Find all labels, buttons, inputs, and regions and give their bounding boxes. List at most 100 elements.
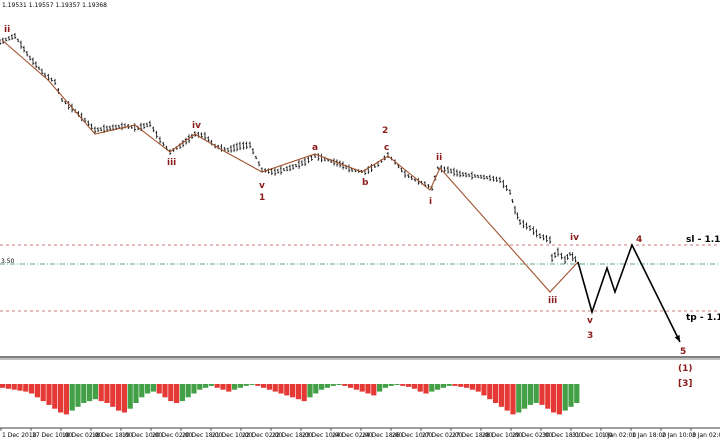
histogram-bar bbox=[498, 384, 504, 407]
wave-label-2: 2 bbox=[382, 126, 388, 136]
price-bar bbox=[413, 178, 417, 182]
x-tick-label: 26 Dec 10:00 bbox=[392, 432, 433, 439]
histogram-bar bbox=[574, 384, 580, 403]
price-bar bbox=[232, 143, 236, 153]
price-bar bbox=[310, 155, 313, 161]
price-bar bbox=[574, 256, 577, 263]
price-bar bbox=[7, 36, 11, 41]
histogram-bar bbox=[191, 384, 197, 394]
wave-label-v-minor: v bbox=[587, 316, 593, 326]
wave-label-ii: ii bbox=[436, 153, 442, 163]
price-bar bbox=[207, 136, 210, 143]
histogram-bar bbox=[522, 384, 528, 409]
histogram-bar bbox=[400, 384, 406, 386]
forecast-arrowhead bbox=[674, 335, 680, 342]
histogram-bar bbox=[406, 384, 412, 387]
price-bar bbox=[282, 168, 286, 172]
histogram-bar bbox=[168, 384, 174, 402]
price-bar bbox=[452, 167, 456, 177]
price-bar bbox=[492, 175, 495, 182]
price-bar bbox=[99, 127, 103, 132]
x-tick-label: 19 Dec 10:00 bbox=[122, 432, 163, 439]
histogram-bar bbox=[307, 384, 313, 398]
x-tick-label: 27 Dec 02:00 bbox=[422, 432, 463, 439]
x-tick-label: 29 Dec 02:00 bbox=[512, 432, 553, 439]
histogram-bar bbox=[382, 384, 388, 388]
wave-label-3: 3 bbox=[587, 331, 593, 341]
wave-count-lines bbox=[1, 39, 579, 293]
histogram-bar bbox=[133, 384, 139, 403]
price-bar bbox=[19, 40, 23, 49]
price-bar bbox=[223, 147, 226, 151]
price-bar bbox=[0, 39, 2, 45]
price-bar bbox=[455, 169, 459, 177]
price-bar bbox=[105, 125, 109, 132]
histogram-bar bbox=[179, 384, 185, 402]
price-bar bbox=[200, 132, 203, 139]
histogram-bar bbox=[214, 384, 220, 388]
histogram-bar bbox=[313, 384, 319, 394]
price-bar bbox=[502, 179, 505, 189]
histogram-bar bbox=[174, 384, 180, 403]
histogram-bar bbox=[127, 384, 133, 409]
x-tick-label: 27 Dec 18:00 bbox=[452, 432, 493, 439]
x-tick-label: 22 Dec 18:00 bbox=[272, 432, 313, 439]
histogram-bar bbox=[475, 384, 481, 392]
histogram-bar bbox=[110, 384, 116, 407]
price-bar bbox=[553, 251, 557, 259]
x-tick-label: 18 Dec 18:00 bbox=[92, 432, 133, 439]
price-bar bbox=[400, 167, 403, 173]
histogram-bar bbox=[493, 384, 499, 403]
histogram-bar bbox=[145, 384, 151, 394]
price-bar bbox=[37, 66, 41, 70]
price-bar bbox=[410, 176, 413, 180]
histogram-bar bbox=[353, 384, 359, 390]
wave-label-1: 1 bbox=[259, 193, 265, 203]
histogram-bar bbox=[533, 384, 539, 403]
price-bar bbox=[25, 50, 29, 57]
histogram-bar bbox=[487, 384, 493, 400]
price-bar bbox=[162, 142, 165, 146]
price-bar bbox=[535, 229, 538, 238]
price-bar bbox=[461, 172, 465, 177]
price-bar bbox=[550, 253, 554, 263]
price-bar bbox=[407, 174, 410, 178]
wave-label-i: i bbox=[429, 197, 432, 207]
price-bar bbox=[522, 219, 525, 229]
price-bar bbox=[313, 154, 317, 158]
wave-label-c: c bbox=[384, 143, 389, 153]
price-bar bbox=[251, 148, 255, 155]
price-bar bbox=[467, 173, 471, 177]
price-bar bbox=[238, 141, 242, 151]
forecast-path bbox=[577, 242, 681, 343]
histogram-bar bbox=[545, 384, 551, 409]
price-bar bbox=[556, 247, 560, 257]
price-bar bbox=[538, 233, 542, 239]
histogram-bar bbox=[203, 384, 209, 388]
histogram-bar bbox=[87, 384, 93, 402]
histogram-bar bbox=[324, 384, 330, 388]
current-price-label: 3.50 bbox=[1, 258, 15, 265]
histogram-bar bbox=[284, 384, 290, 396]
x-tick-label: 31 Dec 10:00 bbox=[572, 432, 613, 439]
histogram-bar bbox=[272, 384, 278, 392]
take-profit-label: tp - 1.18 bbox=[686, 313, 720, 323]
histogram-bar bbox=[261, 384, 267, 388]
price-bar bbox=[446, 166, 450, 174]
price-bar bbox=[548, 236, 552, 244]
price-bar bbox=[528, 225, 532, 231]
wave-label-v: v bbox=[259, 181, 265, 191]
x-tick-label: 1 Jan 02:00 bbox=[602, 432, 636, 439]
price-bar bbox=[242, 141, 245, 150]
histogram-bar bbox=[568, 384, 574, 407]
price-bar bbox=[571, 252, 574, 262]
histogram-bar bbox=[556, 384, 562, 415]
wave-label-iv: iv bbox=[192, 121, 201, 131]
price-bar bbox=[203, 131, 207, 141]
price-bar bbox=[332, 158, 336, 166]
histogram-bar bbox=[92, 384, 98, 400]
histogram-bar bbox=[162, 384, 168, 398]
